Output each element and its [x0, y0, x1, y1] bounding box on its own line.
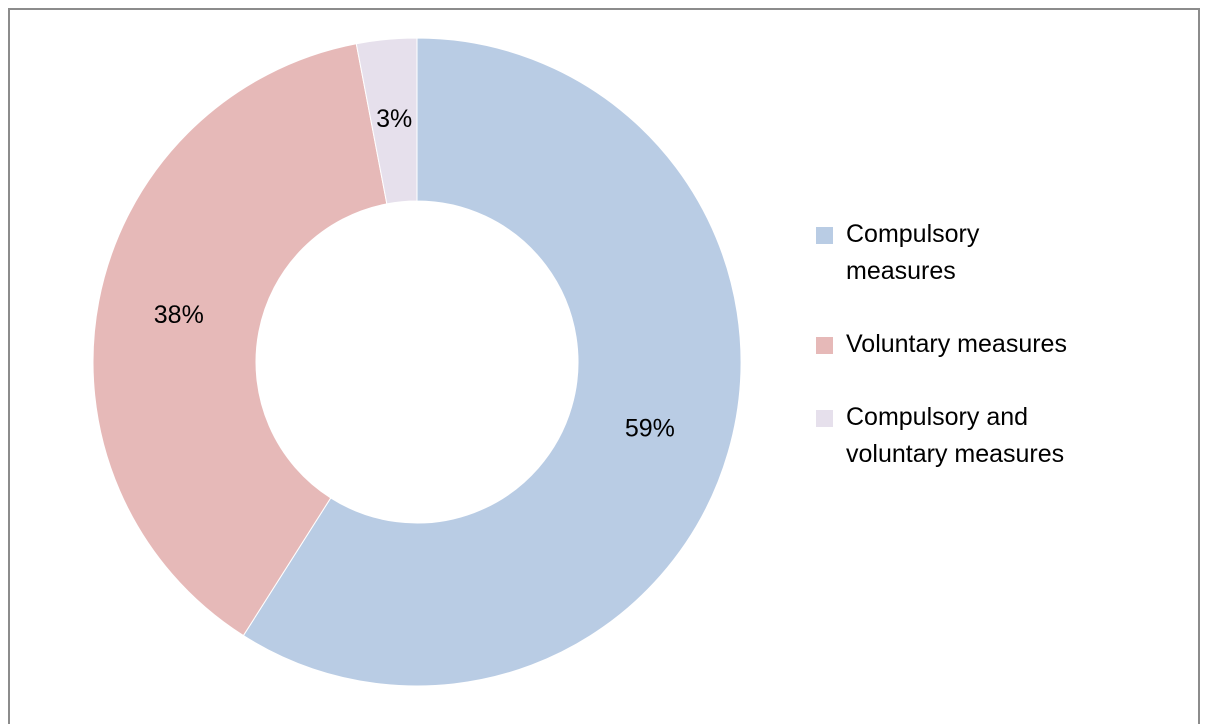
donut-slice: [92, 43, 388, 637]
legend: Compulsory measures Voluntary measures Com…: [816, 216, 1076, 509]
donut-slice: [355, 37, 418, 205]
legend-label: Compulsory measures: [846, 220, 980, 285]
data-label: 38%: [154, 301, 204, 329]
legend-entry: Compulsory and voluntary measures: [816, 399, 1076, 473]
legend-swatch: [816, 337, 833, 354]
legend-swatch: [816, 410, 833, 427]
legend-swatch: [816, 227, 833, 244]
chart-frame: [8, 8, 1200, 724]
donut-slice: [242, 37, 742, 687]
legend-entry: Voluntary measures: [816, 326, 1076, 363]
data-label: 3%: [376, 105, 412, 133]
data-label: 59%: [625, 414, 675, 442]
legend-label: Compulsory and voluntary measures: [846, 403, 1065, 468]
legend-label: Voluntary measures: [846, 330, 1067, 358]
legend-entry: Compulsory measures: [816, 216, 1076, 290]
